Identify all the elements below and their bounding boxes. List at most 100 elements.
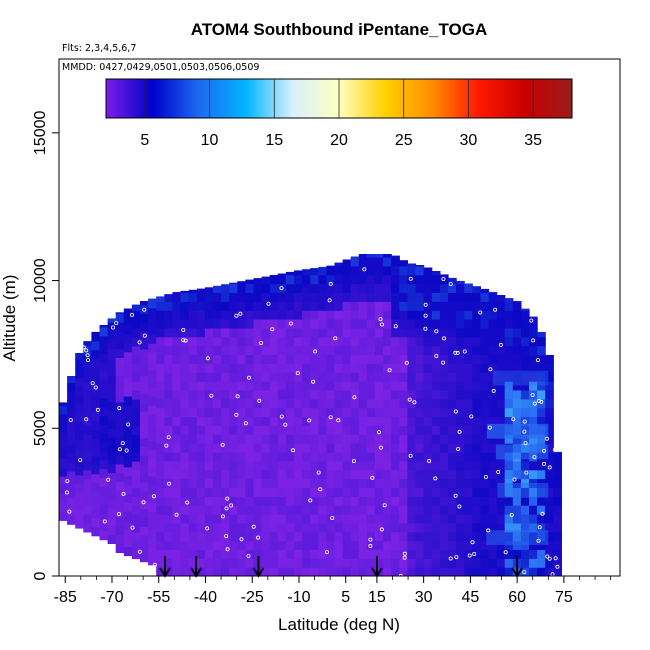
heatmap-cell: [488, 416, 498, 426]
x-tick-label: -85: [54, 589, 77, 606]
heatmap-cell: [399, 372, 408, 382]
heatmap-cell: [407, 514, 417, 524]
heatmap-cell: [99, 325, 109, 328]
heatmap-cell: [188, 292, 198, 302]
heatmap-cell: [261, 310, 271, 320]
heatmap-cell: [358, 327, 368, 338]
heatmap-cell: [237, 451, 246, 462]
heatmap-cell: [115, 339, 125, 350]
heatmap-cell: [164, 398, 173, 409]
heatmap-cell: [253, 310, 263, 320]
heatmap-cell: [99, 344, 109, 354]
heatmap-cell: [115, 366, 125, 376]
heatmap-cell: [529, 416, 538, 426]
heatmap-cell: [164, 558, 173, 568]
heatmap-cell: [221, 478, 230, 488]
heatmap-cell: [83, 505, 92, 515]
heatmap-cell: [366, 469, 376, 480]
heatmap-cell: [148, 511, 157, 521]
heatmap-cell: [83, 425, 92, 435]
heatmap-cell: [318, 451, 327, 462]
heatmap-cell: [83, 523, 92, 533]
sample-point: [234, 313, 239, 318]
heatmap-cell: [285, 522, 295, 533]
heatmap-cell: [448, 514, 457, 524]
heatmap-cell: [520, 327, 530, 338]
heatmap-cell: [99, 397, 109, 408]
heatmap-cell: [334, 443, 344, 453]
heatmap-cell: [269, 398, 279, 409]
sample-point: [532, 455, 537, 460]
heatmap-cell: [229, 451, 238, 462]
heatmap-cell: [334, 496, 344, 506]
heatmap-cell: [464, 327, 473, 338]
sample-point: [290, 448, 295, 453]
heatmap-cell: [448, 487, 457, 497]
heatmap-cell: [277, 389, 287, 400]
heatmap-cell: [294, 292, 303, 302]
heatmap-cell: [456, 354, 465, 364]
heatmap-cell: [123, 342, 133, 353]
heatmap-cell: [269, 567, 279, 576]
heatmap-cell: [302, 496, 311, 506]
heatmap-cell: [172, 487, 182, 497]
heatmap-cell: [399, 389, 408, 400]
heatmap-cell: [512, 319, 522, 329]
heatmap-cell: [277, 345, 287, 356]
heatmap-cell: [488, 469, 498, 480]
heatmap-cell: [221, 487, 230, 497]
sample-point: [256, 535, 261, 540]
heatmap-cell: [496, 398, 506, 409]
heatmap-cell: [131, 487, 141, 498]
heatmap-cell: [294, 514, 303, 524]
heatmap-cell: [269, 416, 279, 426]
heatmap-cell: [196, 531, 206, 542]
heatmap-cell: [107, 410, 117, 420]
heatmap-cell: [423, 274, 433, 285]
heatmap-cell: [472, 540, 481, 550]
heatmap-cell: [140, 331, 149, 341]
heatmap-cell: [488, 354, 498, 364]
heatmap-cell: [188, 381, 198, 391]
heatmap-cell: [504, 434, 514, 444]
sample-point: [67, 509, 72, 514]
heatmap-cell: [334, 540, 344, 550]
heatmap-cell: [196, 522, 206, 533]
heatmap-cell: [431, 407, 441, 418]
heatmap-cell: [537, 549, 546, 559]
heatmap-cell: [407, 381, 417, 391]
heatmap-cell: [366, 407, 376, 418]
heatmap-cell: [99, 442, 109, 452]
heatmap-cell: [107, 401, 117, 411]
heatmap-cell: [383, 319, 392, 329]
heatmap-cell: [180, 434, 190, 444]
heatmap-cell: [423, 319, 433, 329]
heatmap-cell: [180, 336, 190, 347]
heatmap-cell: [148, 316, 157, 326]
heatmap-cell: [358, 381, 368, 391]
heatmap-cell: [148, 414, 157, 424]
heatmap-cell: [75, 403, 84, 414]
heatmap-cell: [164, 531, 173, 542]
heatmap-cell: [350, 363, 360, 373]
heatmap-cell: [496, 540, 506, 550]
heatmap-cell: [342, 425, 352, 435]
heatmap-cell: [204, 416, 214, 426]
sample-point: [542, 448, 547, 453]
heatmap-cell: [318, 283, 327, 293]
heatmap-cell: [237, 487, 246, 497]
heatmap-cell: [375, 336, 384, 347]
heatmap-cell: [213, 398, 222, 409]
heatmap-cell: [148, 555, 157, 566]
heatmap-cell: [180, 310, 190, 320]
heatmap-cell: [399, 443, 408, 453]
heatmap-cell: [229, 292, 238, 302]
heatmap-cell: [285, 434, 295, 444]
heatmap-cell: [245, 540, 255, 550]
heatmap-cell: [269, 443, 279, 453]
heatmap-cell: [334, 292, 344, 302]
heatmap-cell: [504, 354, 514, 364]
heatmap-cell: [488, 451, 498, 462]
heatmap-cell: [488, 292, 498, 302]
heatmap-cell: [415, 310, 425, 320]
